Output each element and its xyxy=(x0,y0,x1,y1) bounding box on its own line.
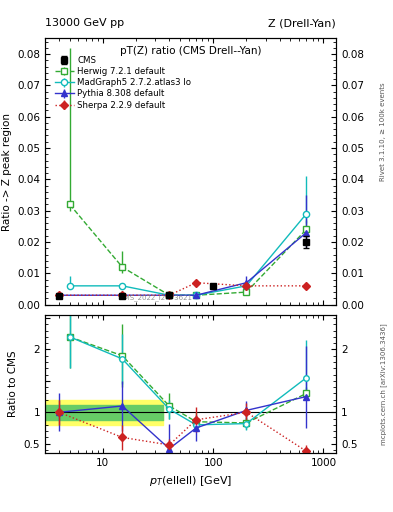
Text: Z (Drell-Yan): Z (Drell-Yan) xyxy=(268,18,336,28)
Y-axis label: Ratio to CMS: Ratio to CMS xyxy=(8,351,18,417)
X-axis label: $p_T$(ellell) [GeV]: $p_T$(ellell) [GeV] xyxy=(149,474,232,487)
Legend: CMS, Herwig 7.2.1 default, MadGraph5 2.7.2.atlas3 lo, Pythia 8.308 default, Sher: CMS, Herwig 7.2.1 default, MadGraph5 2.7… xyxy=(52,53,194,112)
Text: Rivet 3.1.10, ≥ 100k events: Rivet 3.1.10, ≥ 100k events xyxy=(380,82,386,181)
Text: mcplots.cern.ch [arXiv:1306.3436]: mcplots.cern.ch [arXiv:1306.3436] xyxy=(380,323,387,445)
Y-axis label: Ratio -> Z peak region: Ratio -> Z peak region xyxy=(2,113,12,230)
Text: CMS_2022_I2073621: CMS_2022_I2073621 xyxy=(119,294,192,301)
Text: pT(Z) ratio (CMS Drell--Yan): pT(Z) ratio (CMS Drell--Yan) xyxy=(120,47,261,56)
Text: 13000 GeV pp: 13000 GeV pp xyxy=(45,18,124,28)
